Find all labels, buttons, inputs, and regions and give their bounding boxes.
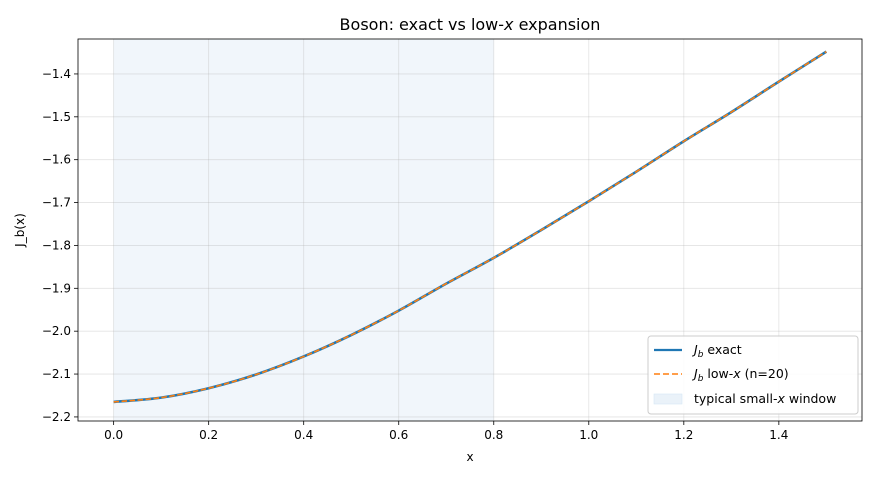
x-tick-label: 1.4 xyxy=(769,428,788,442)
legend-label-low-x: Jb low-x (n=20) xyxy=(691,366,789,384)
chart-title-var: x xyxy=(503,15,514,34)
legend-label-exact: Jb exact xyxy=(691,342,742,360)
legend: Jb exact Jb low-x (n=20) typical small-x… xyxy=(647,335,859,415)
chart-title: Boson: exact vs low-x expansion xyxy=(340,15,601,34)
series-line-low-x xyxy=(113,50,827,403)
series-layer xyxy=(113,50,828,404)
legend-label-window: typical small-x window xyxy=(694,391,836,406)
y-tick-label: −1.4 xyxy=(42,67,71,81)
chart-title-suffix: expansion xyxy=(514,15,601,34)
y-tick-label: −2.2 xyxy=(42,410,71,424)
y-tick-label: −1.9 xyxy=(42,281,71,295)
x-tick-label: 0.0 xyxy=(104,428,123,442)
y-tick-label: −2.0 xyxy=(42,324,71,338)
axes-frame xyxy=(77,38,863,422)
y-tick-label: −1.5 xyxy=(42,110,71,124)
x-axis-label: x xyxy=(466,450,473,464)
y-tick-label: −1.7 xyxy=(42,196,71,210)
y-axis-label: J_b(x) xyxy=(13,213,27,248)
y-tick-label: −1.8 xyxy=(42,238,71,252)
x-axis-ticks: 0.0 0.2 0.4 0.6 0.8 1.0 1.2 1.4 xyxy=(104,421,788,442)
x-tick-label: 0.8 xyxy=(484,428,503,442)
y-axis-ticks: −2.2 −2.1 −2.0 −1.9 −1.8 −1.7 −1.6 −1.5 −1.4 xyxy=(42,67,78,424)
legend-swatch-window xyxy=(653,393,683,405)
x-tick-label: 1.0 xyxy=(579,428,598,442)
y-tick-label: −2.1 xyxy=(42,367,71,381)
chart-title-main: Boson: exact vs low- xyxy=(340,15,504,34)
legend-box xyxy=(647,335,859,415)
x-tick-label: 0.6 xyxy=(389,428,408,442)
x-tick-label: 1.2 xyxy=(674,428,693,442)
x-tick-label: 0.2 xyxy=(199,428,218,442)
x-tick-label: 0.4 xyxy=(294,428,313,442)
y-tick-label: −1.6 xyxy=(42,153,71,167)
